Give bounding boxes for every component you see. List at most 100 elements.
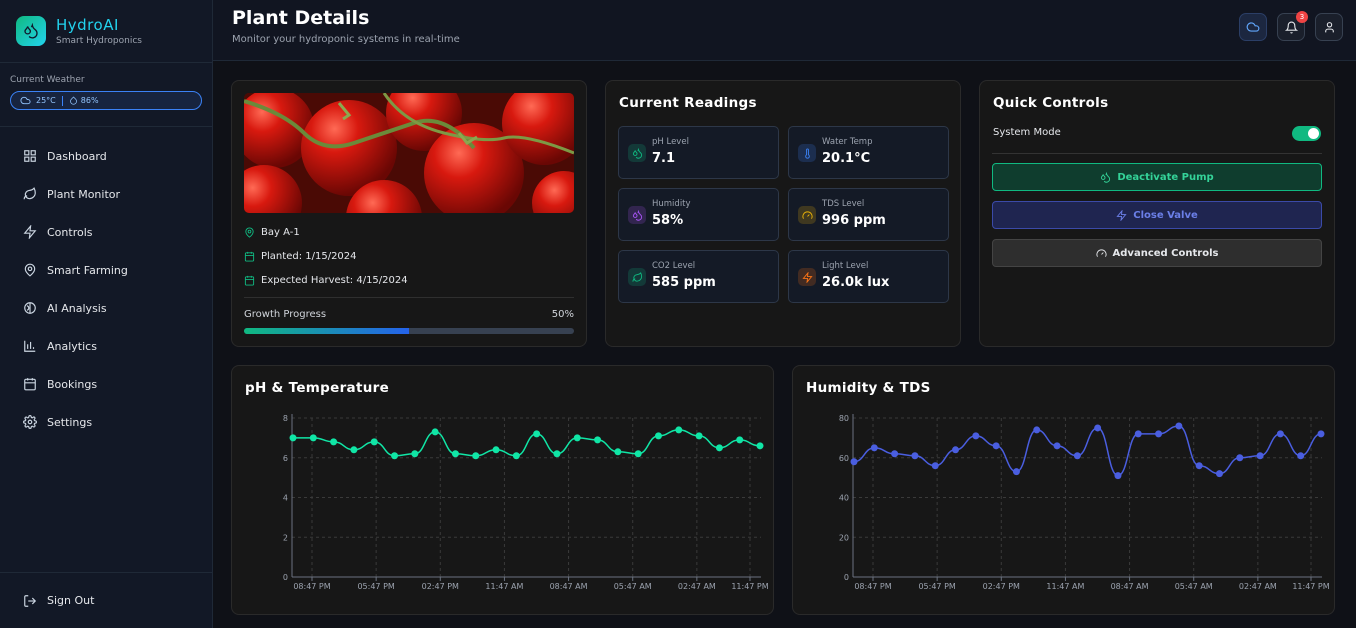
data-point <box>634 450 642 458</box>
growth-progress-fill <box>244 328 409 334</box>
calendar-icon <box>244 251 255 262</box>
x-tick-label: 08:47 AM <box>550 582 588 591</box>
y-tick-label: 60 <box>839 454 849 463</box>
notification-badge: 3 <box>1296 11 1308 23</box>
close-valve-button[interactable]: Close Valve <box>992 201 1322 229</box>
series-line <box>853 425 1322 477</box>
reading-ph-level: pH Level 7.1 <box>618 126 779 179</box>
x-tick-label: 02:47 AM <box>678 582 716 591</box>
current-readings-card: Current Readings pH Level 7.1 Water Temp 20… <box>605 80 961 347</box>
gauge-icon <box>1096 248 1107 257</box>
plant-location: Bay A-1 <box>261 227 300 238</box>
droplets-icon <box>1101 171 1111 183</box>
growth-progress-value: 50% <box>551 309 574 320</box>
data-point <box>1256 452 1264 460</box>
weather-title: Current Weather <box>10 75 85 85</box>
x-tick-label: 02:47 AM <box>1239 582 1277 591</box>
humidity-tds-chart-card: Humidity & TDS 0 20 40 60 80 08:47 PM 05:47 PM… <box>792 365 1335 615</box>
advanced-controls-button[interactable]: Advanced Controls <box>992 239 1322 267</box>
plant-info-card: Bay A-1 Planted: 1/15/2024 Expected Harv… <box>231 80 587 347</box>
reading-label: CO2 Level <box>652 261 696 271</box>
sidebar-item-plant-monitor[interactable]: Plant Monitor <box>0 175 212 213</box>
bell-icon <box>1284 21 1298 33</box>
gauge-icon <box>798 206 816 224</box>
sidebar-nav: Dashboard Plant Monitor Controls Smart F… <box>0 127 212 441</box>
sidebar-item-settings[interactable]: Settings <box>0 403 212 441</box>
data-point <box>675 426 683 434</box>
chart-title: Humidity & TDS <box>806 380 931 396</box>
divider <box>992 153 1322 154</box>
growth-progress-bar <box>244 328 574 334</box>
data-point <box>451 450 459 458</box>
y-tick-label: 40 <box>839 494 849 503</box>
reading-label: Humidity <box>652 199 691 209</box>
sidebar-item-ai-analysis[interactable]: AI Analysis <box>0 289 212 327</box>
data-point <box>512 452 520 460</box>
notifications-button[interactable]: 3 <box>1277 11 1308 41</box>
reading-value: 996 ppm <box>822 213 886 228</box>
system-mode-label: System Mode <box>993 127 1061 138</box>
ph-temperature-chart: 0 2 4 6 8 08:47 PM 05:47 PM 02:47 PM 11:47 AM 08:… <box>283 414 769 591</box>
sign-out-label: Sign Out <box>47 594 95 607</box>
reading-humidity: Humidity 58% <box>618 188 779 241</box>
harvest-row: Expected Harvest: 4/15/2024 <box>244 275 408 286</box>
data-point <box>1012 468 1020 476</box>
sidebar-item-label: Dashboard <box>47 149 107 163</box>
weather-pill: 25°C 86% <box>10 91 202 110</box>
cloud-icon <box>20 96 31 105</box>
sidebar-item-controls[interactable]: Controls <box>0 213 212 251</box>
x-tick-label: 08:47 PM <box>854 582 891 591</box>
harvest-date: Expected Harvest: 4/15/2024 <box>261 275 408 286</box>
page-title: Plant Details <box>232 7 370 29</box>
data-point <box>850 458 858 466</box>
data-point <box>431 428 439 436</box>
data-point <box>289 434 297 442</box>
sidebar-item-smart-farming[interactable]: Smart Farming <box>0 251 212 289</box>
profile-button[interactable] <box>1315 13 1343 41</box>
map-pin-icon <box>245 227 254 238</box>
y-tick-label: 0 <box>283 573 288 582</box>
y-tick-label: 4 <box>283 494 288 503</box>
data-point <box>1195 462 1203 470</box>
data-point <box>370 438 378 446</box>
x-tick-label: 11:47 AM <box>485 582 523 591</box>
sidebar-item-bookings[interactable]: Bookings <box>0 365 212 403</box>
x-tick-label: 08:47 AM <box>1111 582 1149 591</box>
reading-value: 26.0k lux <box>822 275 890 290</box>
reading-label: TDS Level <box>822 199 865 209</box>
data-point <box>614 448 622 456</box>
advanced-button-label: Advanced Controls <box>1112 247 1219 259</box>
deactivate-pump-button[interactable]: Deactivate Pump <box>992 163 1322 191</box>
gear-icon <box>23 415 37 429</box>
log-out-icon <box>24 594 37 607</box>
sign-out-button[interactable]: Sign Out <box>0 572 212 628</box>
data-point <box>330 438 338 446</box>
brand-subtitle: Smart Hydroponics <box>56 36 142 46</box>
x-tick-label: 11:47 AM <box>1046 582 1084 591</box>
y-tick-label: 20 <box>839 533 849 542</box>
x-tick-label: 02:47 PM <box>983 582 1020 591</box>
system-mode-toggle[interactable] <box>1292 126 1321 141</box>
user-icon <box>1324 21 1334 32</box>
data-point <box>472 452 480 460</box>
sidebar-item-dashboard[interactable]: Dashboard <box>0 137 212 175</box>
drop-icon <box>628 206 646 224</box>
reading-label: Light Level <box>822 261 869 271</box>
data-point <box>891 450 899 458</box>
sidebar-item-label: Bookings <box>47 377 98 391</box>
y-tick-label: 2 <box>283 533 288 542</box>
x-tick-label: 05:47 PM <box>357 582 394 591</box>
logo-drop-icon <box>16 16 46 46</box>
x-tick-label: 08:47 PM <box>293 582 330 591</box>
sidebar-item-analytics[interactable]: Analytics <box>0 327 212 365</box>
data-point <box>350 446 358 454</box>
data-point <box>1114 472 1122 480</box>
reading-label: pH Level <box>652 137 689 147</box>
bolt-icon <box>798 268 816 286</box>
humidity-tds-chart: 0 20 40 60 80 08:47 PM 05:47 PM 02:47 PM 11:47 A… <box>839 414 1330 591</box>
top-header: Plant Details Monitor your hydroponic sy… <box>213 0 1356 61</box>
weather-button[interactable] <box>1239 13 1267 41</box>
bolt-icon <box>23 225 37 239</box>
reading-tds-level: TDS Level 996 ppm <box>788 188 949 241</box>
data-point <box>1155 430 1163 438</box>
